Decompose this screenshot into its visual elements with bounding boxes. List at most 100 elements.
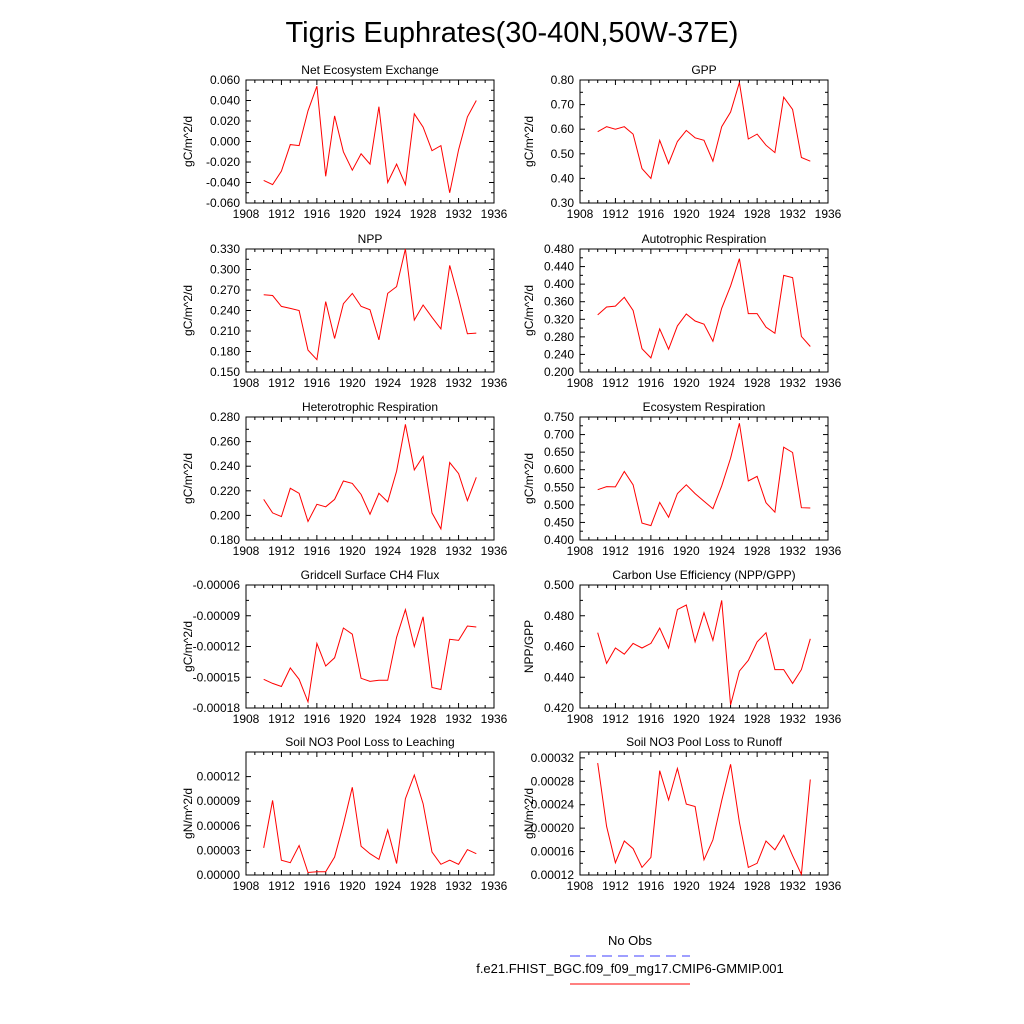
x-tick-label: 1932 bbox=[445, 376, 472, 390]
y-tick-label: 0.400 bbox=[544, 533, 574, 547]
legend-label-model-run: f.e21.FHIST_BGC.f09_f09_mg17.CMIP6-GMMIP… bbox=[476, 961, 784, 976]
x-tick-label: 1908 bbox=[233, 207, 260, 221]
y-tick-label: 0.270 bbox=[210, 283, 240, 297]
chart-panel-9: Soil NO3 Pool Loss to LeachinggN/m^2/d0.… bbox=[181, 735, 508, 893]
y-tick-label: 0.440 bbox=[544, 260, 574, 274]
y-axis-label: gC/m^2/d bbox=[181, 285, 195, 336]
x-tick-label: 1912 bbox=[602, 712, 629, 726]
plot-frame bbox=[579, 751, 829, 876]
y-tick-label: 0.040 bbox=[210, 94, 240, 108]
y-tick-label: 0.000 bbox=[210, 135, 240, 149]
panel-title: Ecosystem Respiration bbox=[643, 400, 766, 414]
y-tick-label: 0.400 bbox=[544, 277, 574, 291]
x-tick-label: 1916 bbox=[304, 207, 331, 221]
y-axis-label: gC/m^2/d bbox=[522, 116, 536, 167]
y-tick-label: 0.020 bbox=[210, 114, 240, 128]
y-tick-label: 0.40 bbox=[551, 171, 575, 185]
legend-label-no-obs: No Obs bbox=[608, 933, 653, 948]
chart-panel-1: Net Ecosystem Exchange gC/m^2/d -0.060 -0.0… bbox=[181, 63, 508, 221]
plot-frame bbox=[245, 584, 495, 709]
y-tick-label: 0.280 bbox=[210, 410, 240, 424]
y-tick-label: 0.700 bbox=[544, 428, 574, 442]
x-tick-label: 1920 bbox=[673, 376, 700, 390]
x-tick-label: 1924 bbox=[374, 376, 401, 390]
y-tick-label: -0.00006 bbox=[193, 578, 241, 592]
x-tick-label: 1932 bbox=[779, 712, 806, 726]
plot-frame bbox=[245, 416, 495, 541]
y-tick-label: 0.00009 bbox=[197, 794, 241, 808]
y-tick-label: 0.450 bbox=[544, 515, 574, 529]
y-axis-label: gC/m^2/d bbox=[522, 285, 536, 336]
x-tick-label: 1932 bbox=[779, 376, 806, 390]
y-tick-label: 0.240 bbox=[210, 304, 240, 318]
x-tick-label: 1908 bbox=[567, 544, 594, 558]
x-tick-label: 1936 bbox=[481, 712, 508, 726]
y-tick-label: 0.00024 bbox=[531, 798, 575, 812]
x-tick-label: 1928 bbox=[410, 879, 437, 893]
x-tick-label: 1908 bbox=[233, 376, 260, 390]
series-line bbox=[597, 82, 811, 180]
x-tick-label: 1928 bbox=[744, 712, 771, 726]
x-tick-label: 1912 bbox=[268, 712, 295, 726]
y-tick-label: 0.500 bbox=[544, 578, 574, 592]
y-tick-label: -0.00009 bbox=[193, 609, 241, 623]
y-axis-label: gN/m^2/d bbox=[522, 788, 536, 839]
x-tick-label: 1928 bbox=[410, 544, 437, 558]
x-tick-label: 1924 bbox=[374, 544, 401, 558]
chart-panel-8: Carbon Use Efficiency (NPP/GPP) NPP/GPP 0.… bbox=[522, 568, 842, 726]
y-axis-label: gC/m^2/d bbox=[181, 621, 195, 672]
series-line bbox=[597, 258, 811, 359]
x-tick-label: 1936 bbox=[815, 207, 842, 221]
x-tick-label: 1936 bbox=[815, 544, 842, 558]
x-tick-label: 1908 bbox=[233, 544, 260, 558]
y-tick-label: 0.420 bbox=[544, 701, 574, 715]
y-tick-label: 0.70 bbox=[551, 98, 575, 112]
y-tick-label: 0.180 bbox=[210, 533, 240, 547]
y-tick-label: 0.650 bbox=[544, 445, 574, 459]
x-tick-label: 1920 bbox=[339, 879, 366, 893]
x-tick-label: 1936 bbox=[481, 376, 508, 390]
y-axis-label: gC/m^2/d bbox=[181, 453, 195, 504]
y-tick-label: 0.240 bbox=[544, 347, 574, 361]
x-tick-label: 1932 bbox=[445, 879, 472, 893]
x-tick-label: 1932 bbox=[445, 544, 472, 558]
y-tick-label: 0.550 bbox=[544, 480, 574, 494]
panel-title: Soil NO3 Pool Loss to Runoff bbox=[626, 735, 783, 749]
x-tick-label: 1936 bbox=[815, 879, 842, 893]
x-tick-label: 1932 bbox=[445, 712, 472, 726]
y-tick-label: 0.00012 bbox=[197, 770, 241, 784]
y-tick-label: 0.200 bbox=[544, 365, 574, 379]
legend: No Obs f.e21.FHIST_BGC.f09_f09_mg17.CMIP… bbox=[476, 933, 784, 985]
y-tick-label: 0.060 bbox=[210, 73, 240, 87]
x-tick-label: 1908 bbox=[567, 712, 594, 726]
x-tick-label: 1916 bbox=[638, 712, 665, 726]
panel-title: Gridcell Surface CH4 Flux bbox=[301, 568, 440, 582]
y-tick-label: 0.30 bbox=[551, 196, 575, 210]
y-tick-label: 0.330 bbox=[210, 242, 240, 256]
x-tick-label: 1936 bbox=[481, 879, 508, 893]
y-tick-label: 0.00020 bbox=[531, 821, 575, 835]
series-line bbox=[597, 600, 811, 706]
x-tick-label: 1924 bbox=[374, 879, 401, 893]
x-tick-label: 1920 bbox=[673, 207, 700, 221]
x-tick-label: 1936 bbox=[815, 376, 842, 390]
x-tick-label: 1912 bbox=[268, 879, 295, 893]
panel-title: Soil NO3 Pool Loss to Leaching bbox=[285, 735, 454, 749]
y-tick-label: 0.280 bbox=[544, 330, 574, 344]
panel-title: Autotrophic Respiration bbox=[642, 232, 767, 246]
x-tick-label: 1928 bbox=[744, 879, 771, 893]
x-tick-label: 1912 bbox=[602, 376, 629, 390]
x-tick-label: 1916 bbox=[638, 207, 665, 221]
plot-frame bbox=[579, 416, 829, 541]
y-tick-label: 0.480 bbox=[544, 609, 574, 623]
x-tick-label: 1916 bbox=[638, 376, 665, 390]
panel-title: GPP bbox=[691, 63, 716, 77]
x-tick-label: 1908 bbox=[567, 879, 594, 893]
y-tick-label: 0.50 bbox=[551, 147, 575, 161]
chart-panel-7: Gridcell Surface CH4 FluxgC/m^2/d-0.0001… bbox=[181, 568, 508, 726]
x-tick-label: 1932 bbox=[779, 207, 806, 221]
y-tick-label: 0.00006 bbox=[197, 819, 241, 833]
y-tick-label: 0.00000 bbox=[197, 868, 241, 882]
panel-title: Carbon Use Efficiency (NPP/GPP) bbox=[612, 568, 795, 582]
